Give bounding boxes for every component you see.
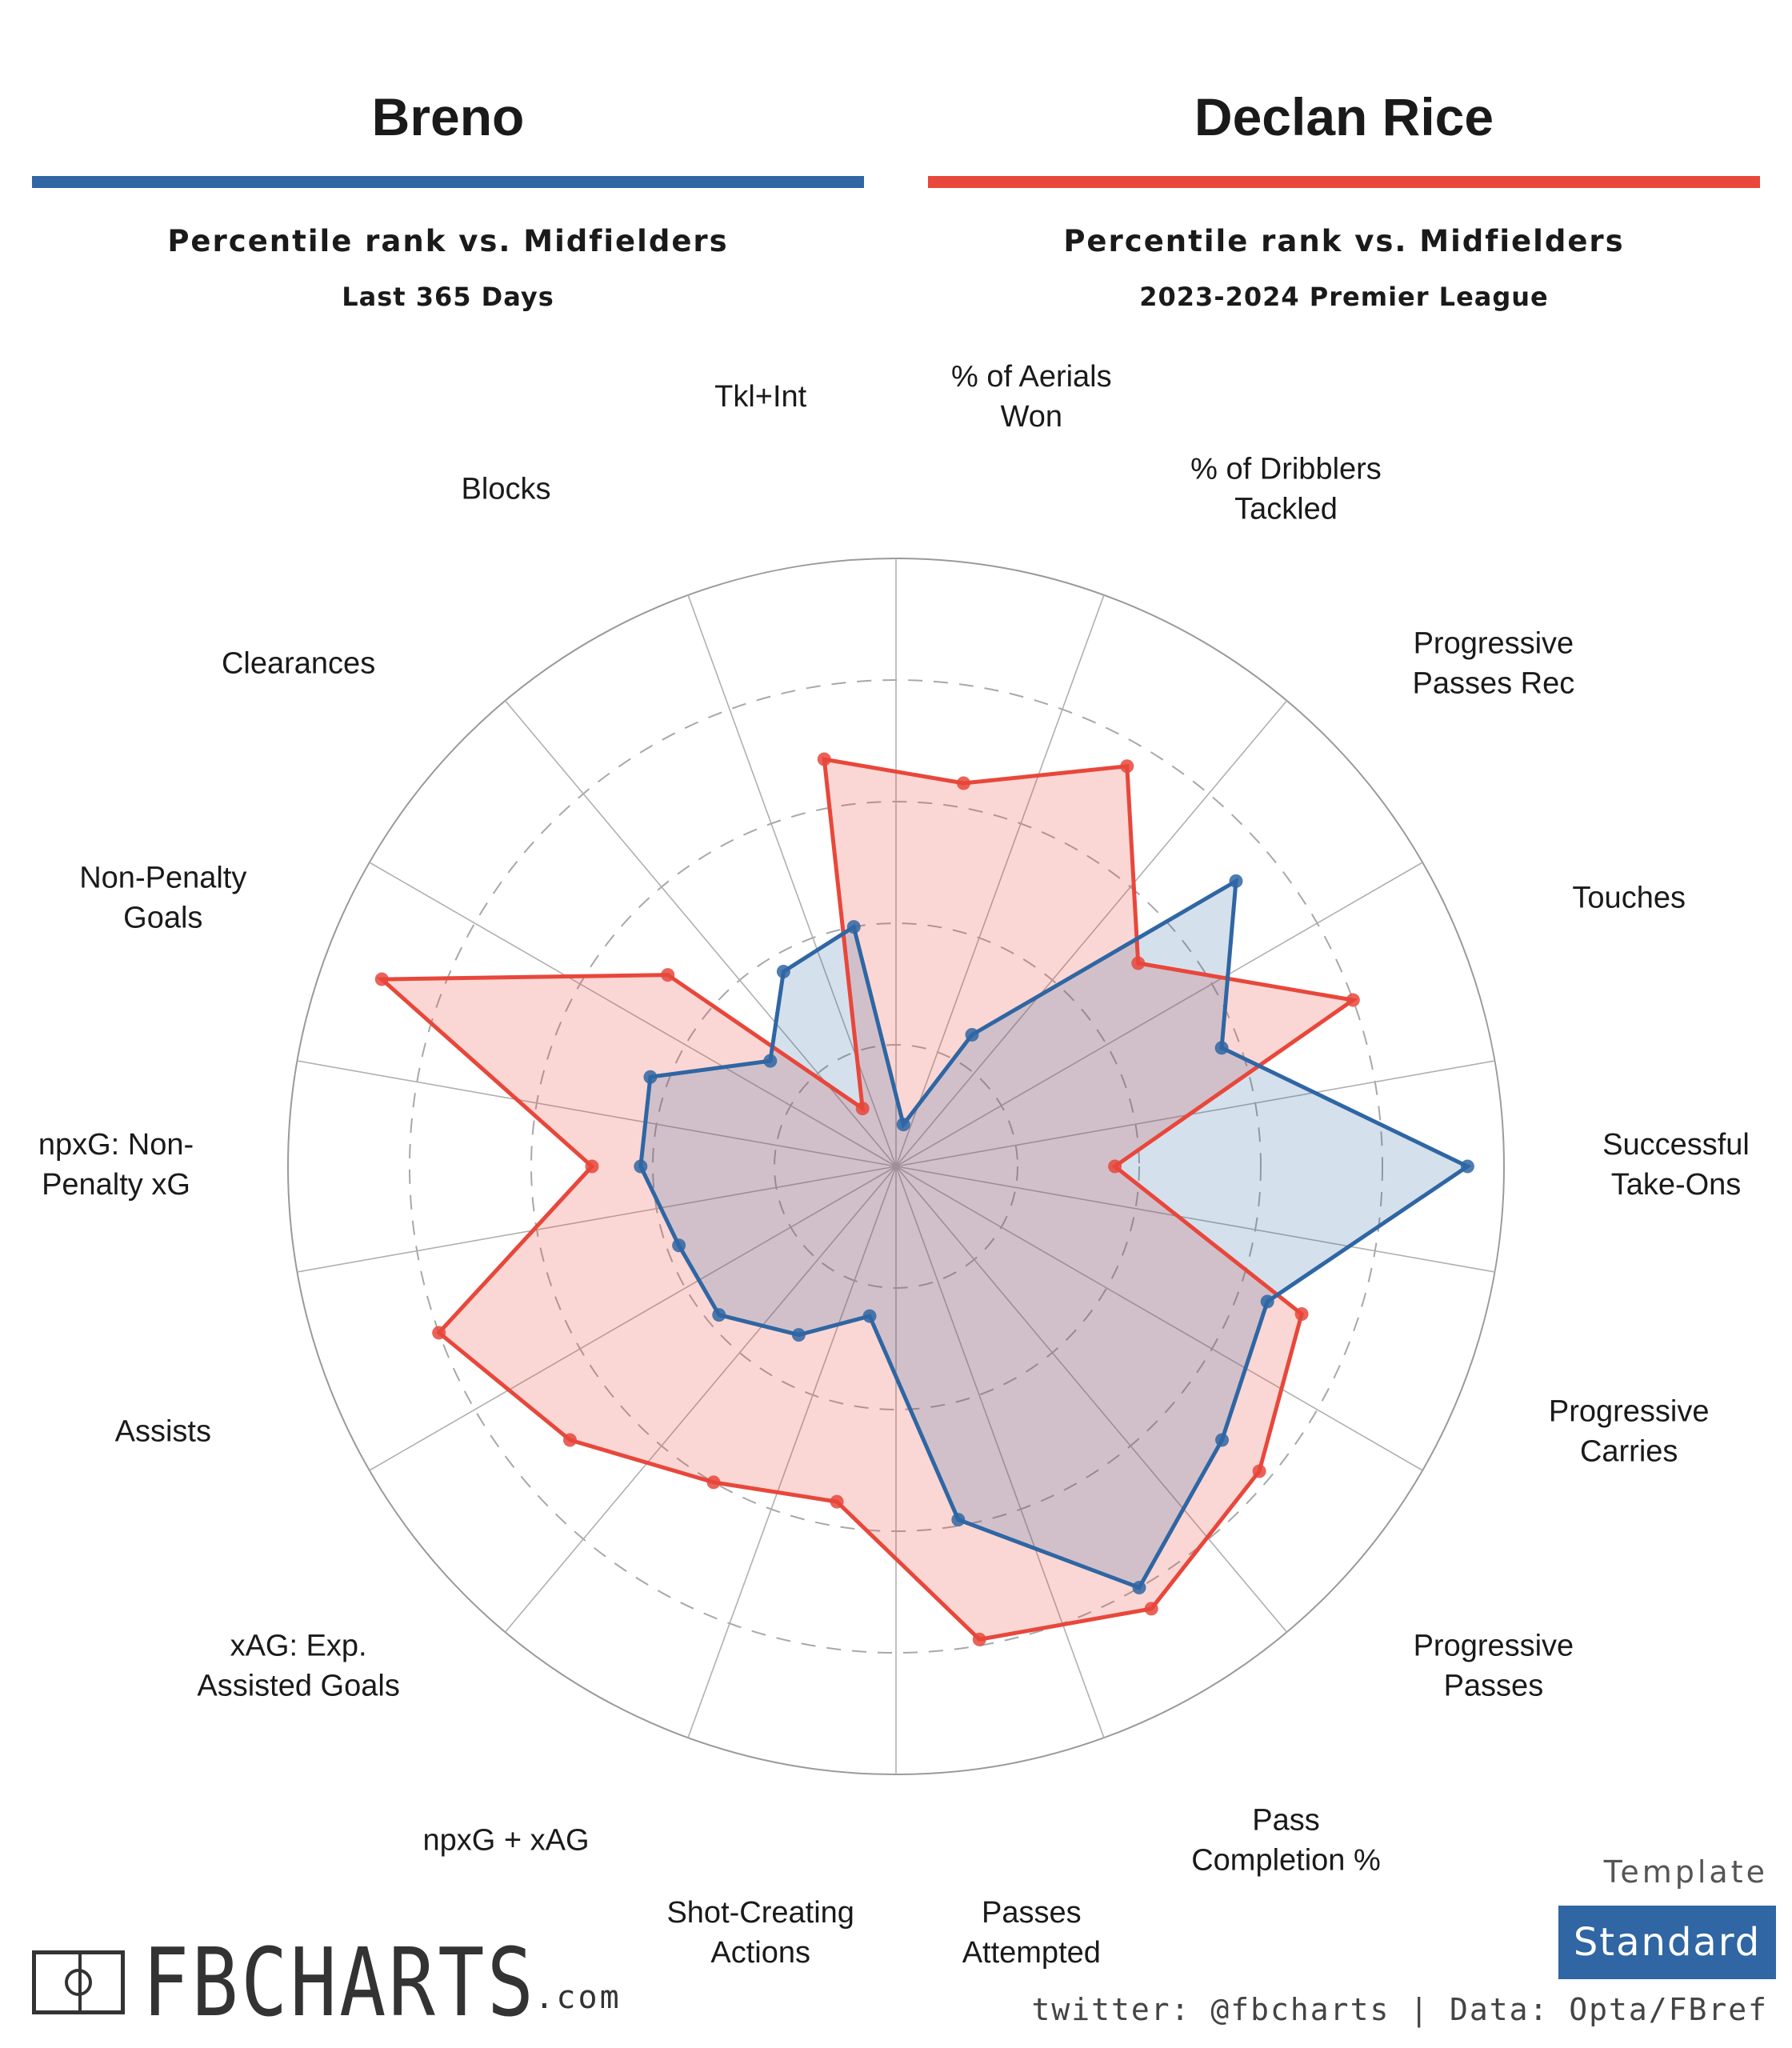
radar-point-declan-rice-15 — [1144, 1602, 1158, 1616]
axis-label-17: Progressive Carries — [1549, 1395, 1710, 1469]
radar-point-breno-16 — [1215, 1433, 1230, 1447]
radar-point-declan-rice-6 — [855, 1102, 870, 1116]
radar-spoke-0 — [895, 1060, 1495, 1167]
radar-point-breno-15 — [1132, 1581, 1146, 1595]
radar-spoke-3 — [895, 594, 1105, 1167]
axis-label-0: Successful Take-Ons — [1602, 1128, 1750, 1202]
radar-point-declan-rice-4 — [956, 776, 970, 790]
axis-label-9: npxG: Non-Penalty xG — [38, 1128, 194, 1202]
left-player-color-bar — [32, 176, 864, 188]
radar-point-declan-rice-10 — [432, 1326, 446, 1340]
radar-point-breno-7 — [763, 1054, 778, 1068]
axis-label-7: Clearances — [222, 646, 375, 680]
axis-label-15: Pass Completion % — [1191, 1803, 1381, 1877]
radar-point-declan-rice-5 — [817, 752, 831, 766]
radar-point-declan-rice-13 — [830, 1494, 844, 1509]
radar-point-declan-rice-16 — [1252, 1464, 1266, 1478]
radar-point-declan-rice-2 — [1131, 956, 1146, 970]
axis-label-3: % of Dribblers Tackled — [1190, 453, 1382, 526]
radar-point-breno-6 — [776, 964, 790, 978]
radar-spoke-8 — [297, 1060, 897, 1167]
axis-label-11: xAG: Exp. Assisted Goals — [197, 1630, 399, 1703]
radar-area-declan-rice — [382, 759, 1354, 1640]
axis-label-1: Touches — [1572, 882, 1686, 915]
radar-spoke-17 — [895, 1166, 1495, 1273]
radar-spoke-1 — [895, 862, 1423, 1167]
left-player-name: Breno — [371, 87, 525, 146]
radar-point-breno-3 — [965, 1027, 979, 1042]
data-credit: twitter: @fbcharts | Data: Opta/FBref — [1031, 1992, 1768, 2027]
axis-label-16: Progressive Passes — [1414, 1630, 1574, 1703]
axis-label-2: Progressive Passes Rec — [1413, 626, 1575, 700]
radar-point-declan-rice-12 — [706, 1475, 721, 1490]
radar-point-breno-10 — [672, 1238, 686, 1253]
radar-point-breno-13 — [862, 1309, 877, 1323]
radar-point-breno-5 — [846, 920, 861, 934]
axis-label-4: % of Aerials Won — [951, 360, 1112, 434]
radar-spoke-16 — [895, 1166, 1423, 1471]
radar-spoke-11 — [504, 1166, 897, 1633]
radar-point-breno-2 — [1229, 874, 1243, 888]
axis-label-14: Passes Attempted — [962, 1896, 1101, 1970]
radar-point-breno-9 — [634, 1159, 648, 1174]
radar-point-breno-11 — [712, 1308, 726, 1322]
radar-spoke-12 — [687, 1166, 897, 1738]
radar-spoke-7 — [369, 862, 897, 1167]
radar-point-declan-rice-0 — [1108, 1159, 1122, 1174]
axis-label-10: Assists — [115, 1415, 211, 1449]
radar-area-breno — [640, 881, 1468, 1588]
right-player-name: Declan Rice — [1194, 87, 1494, 146]
axis-label-13: Shot-Creating Actions — [666, 1896, 854, 1970]
left-comparison-label: Percentile rank vs. Midfielders — [167, 224, 729, 258]
radar-point-breno-1 — [1214, 1041, 1229, 1055]
axis-label-8: Non-Penalty Goals — [79, 862, 246, 935]
pitch-icon — [32, 1950, 125, 2014]
radar-point-declan-rice-11 — [562, 1433, 577, 1447]
template-standard-button[interactable]: Standard — [1558, 1906, 1776, 1979]
right-player-color-bar — [928, 176, 1760, 188]
logo-text: FBCHARTS — [142, 1927, 537, 2038]
template-label: Template — [1603, 1854, 1768, 1890]
radar-ring-40 — [652, 922, 1140, 1410]
radar-point-declan-rice-14 — [972, 1632, 986, 1646]
fbcharts-logo: FBCHARTS .com — [32, 1927, 622, 2038]
radar-point-breno-8 — [643, 1070, 658, 1084]
axis-label-5: Tkl+Int — [714, 380, 807, 414]
right-comparison-label: Percentile rank vs. Midfielders — [1063, 224, 1625, 258]
radar-point-breno-12 — [791, 1328, 806, 1342]
radar-spoke-2 — [895, 700, 1288, 1167]
radar-spoke-10 — [369, 1166, 897, 1471]
left-period-label: Last 365 Days — [342, 282, 554, 312]
axis-label-6: Blocks — [462, 473, 551, 506]
radar-point-declan-rice-7 — [661, 968, 675, 982]
radar-point-breno-14 — [951, 1513, 966, 1527]
radar-spoke-5 — [687, 594, 897, 1167]
radar-point-declan-rice-3 — [1120, 759, 1134, 774]
radar-spoke-15 — [895, 1166, 1288, 1633]
radar-point-breno-0 — [1460, 1159, 1474, 1174]
radar-point-breno-17 — [1260, 1294, 1274, 1309]
radar-point-declan-rice-1 — [1346, 993, 1360, 1007]
logo-suffix: .com — [534, 1979, 622, 2016]
radar-point-declan-rice-9 — [585, 1159, 599, 1174]
radar-point-breno-4 — [896, 1118, 910, 1132]
radar-spoke-9 — [297, 1166, 897, 1273]
radar-point-declan-rice-17 — [1294, 1307, 1309, 1322]
radar-point-declan-rice-8 — [374, 972, 389, 986]
radar-spoke-14 — [895, 1166, 1105, 1738]
axis-label-12: npxG + xAG — [422, 1823, 589, 1857]
right-period-label: 2023-2024 Premier League — [1139, 282, 1549, 312]
